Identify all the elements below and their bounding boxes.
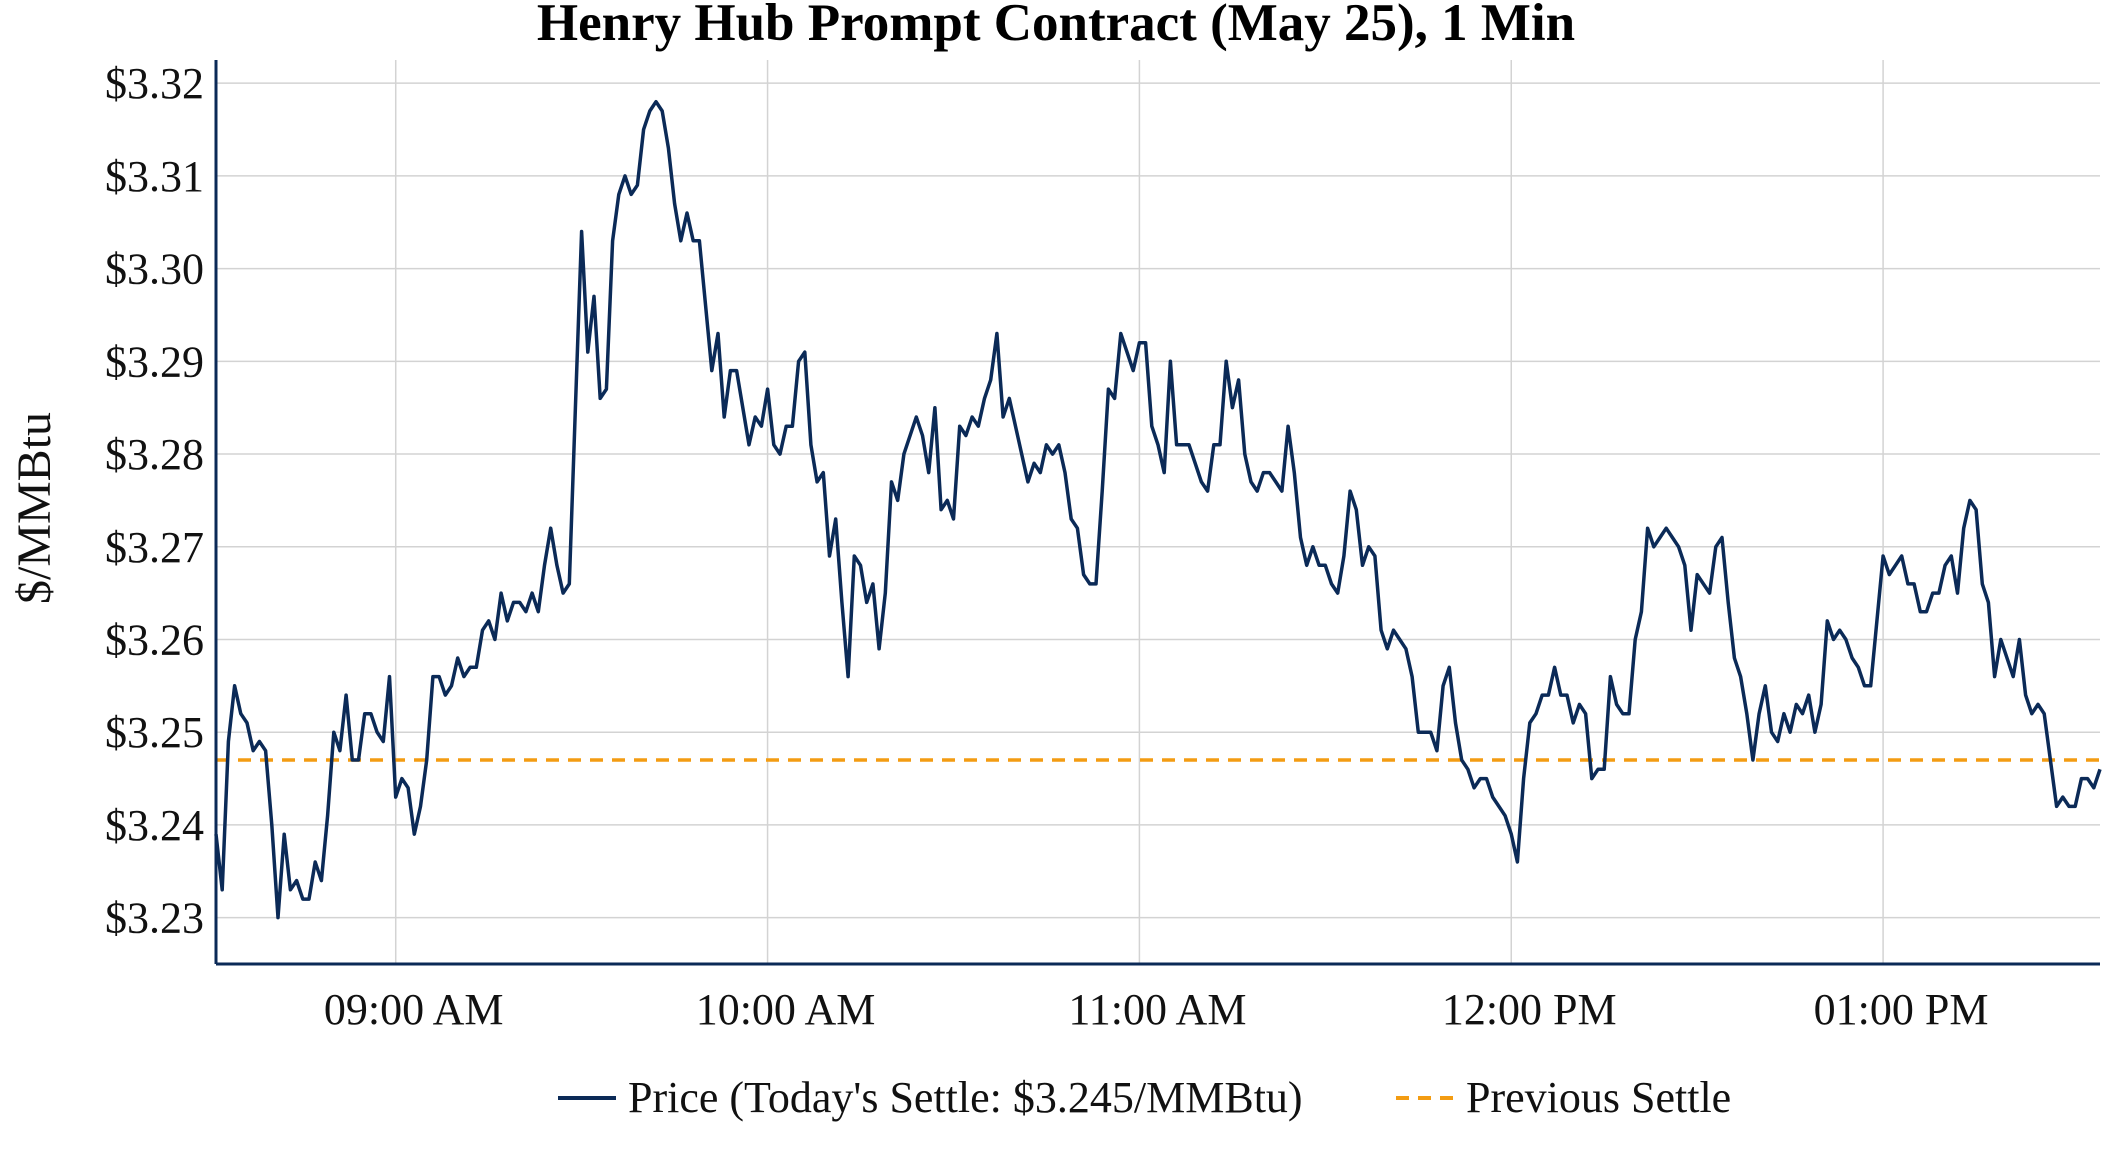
y-tick-label: $3.24 <box>105 801 204 850</box>
chart-title: Henry Hub Prompt Contract (May 25), 1 Mi… <box>537 0 1575 52</box>
x-tick-labels: 09:00 AM 10:00 AM 11:00 AM 12:00 PM 01:00 PM <box>324 985 1989 1034</box>
y-tick-label: $3.28 <box>105 430 204 479</box>
x-tick-label: 01:00 PM <box>1814 985 1989 1034</box>
gridlines <box>216 60 2100 964</box>
y-tick-label: $3.26 <box>105 615 204 664</box>
legend-settle-label: Previous Settle <box>1466 1073 1731 1122</box>
x-tick-label: 12:00 PM <box>1442 985 1617 1034</box>
x-tick-label: 11:00 AM <box>1068 985 1246 1034</box>
y-axis-label: $/MMBtu <box>8 412 61 604</box>
y-tick-labels: $3.23 $3.24 $3.25 $3.26 $3.27 $3.28 $3.29 $3.30… <box>105 59 204 942</box>
legend: Price (Today's Settle: $3.245/MMBtu) Pre… <box>558 1073 1731 1122</box>
price-line <box>214 99 2102 920</box>
y-tick-label: $3.31 <box>105 152 204 201</box>
price-layer <box>214 99 2102 920</box>
x-tick-label: 09:00 AM <box>324 985 504 1034</box>
y-tick-label: $3.25 <box>105 708 204 757</box>
y-tick-label: $3.29 <box>105 337 204 386</box>
axes <box>214 60 2100 966</box>
x-tick-label: 10:00 AM <box>696 985 876 1034</box>
legend-price-label: Price (Today's Settle: $3.245/MMBtu) <box>628 1073 1303 1122</box>
y-tick-label: $3.27 <box>105 523 204 572</box>
y-tick-label: $3.23 <box>105 894 204 943</box>
y-tick-label: $3.30 <box>105 245 204 294</box>
y-tick-label: $3.32 <box>105 59 204 108</box>
